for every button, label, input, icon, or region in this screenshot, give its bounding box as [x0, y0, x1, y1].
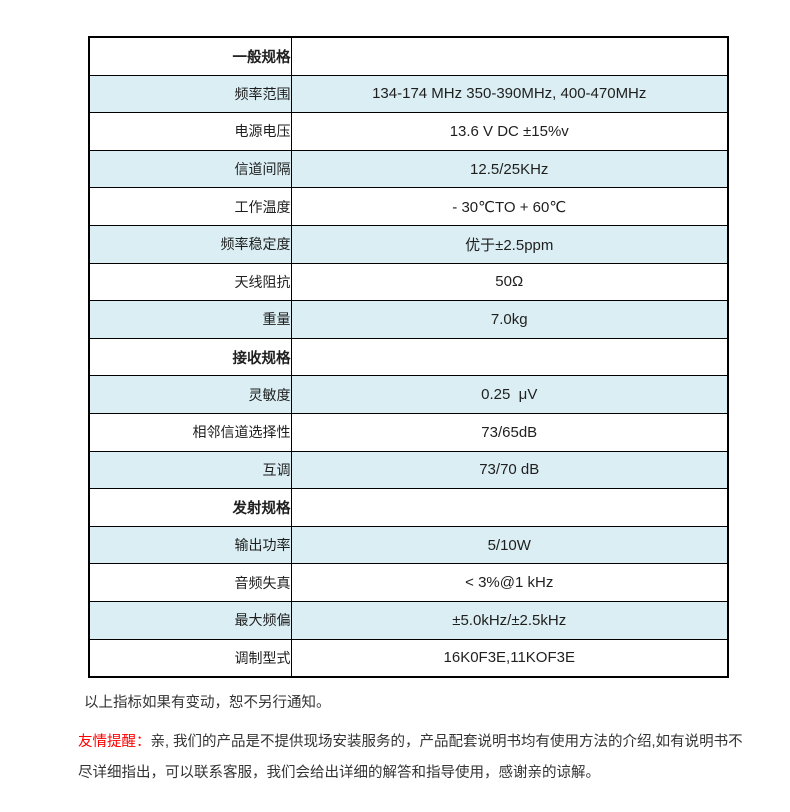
spec-table: 一般规格 频率范围 134-174 MHz 350-390MHz, 400-470M…	[88, 36, 729, 679]
reminder-line-2: 尽详细指出，可以联系客服，我们会给出详细的解答和指导使用，感谢亲的谅解。	[78, 765, 600, 781]
spec-value: < 3%@1 kHz	[290, 563, 729, 602]
spec-value: ±5.0kHz/±2.5kHz	[290, 600, 729, 640]
spec-label: 调制型式	[88, 638, 292, 678]
spec-row: 天线阻抗 50Ω	[88, 262, 729, 302]
spec-label: 频率范围	[88, 74, 292, 114]
spec-row: 输出功率 5/10W	[88, 525, 729, 565]
spec-value: 5/10W	[290, 525, 729, 565]
section-row: 一般规格	[88, 36, 729, 76]
spec-value: - 30℃TO + 60℃	[290, 187, 729, 226]
spec-row: 电源电压 13.6 V DC ±15%v	[88, 112, 729, 151]
spec-label: 互调	[88, 450, 292, 490]
spec-value: 13.6 V DC ±15%v	[290, 112, 729, 151]
change-notice-text: 以上指标如果有变动，恕不另行通知。	[84, 695, 331, 711]
spec-label: 电源电压	[88, 112, 292, 151]
spec-label: 最大频偏	[88, 600, 292, 640]
reminder-label: 友情提醒：	[78, 734, 151, 750]
spec-label: 相邻信道选择性	[88, 412, 292, 452]
spec-label: 信道间隔	[88, 149, 292, 189]
spec-value	[290, 36, 729, 76]
spec-row: 信道间隔 12.5/25KHz	[88, 149, 729, 189]
spec-row: 调制型式 16K0F3E,11KOF3E	[88, 638, 729, 678]
friendly-reminder: 友情提醒：亲, 我们的产品是不提供现场安装服务的，产品配套说明书均有使用方法的介…	[78, 727, 743, 789]
spec-value: 73/70 dB	[290, 450, 729, 490]
spec-value	[290, 337, 729, 377]
spec-row: 音频失真 < 3%@1 kHz	[88, 563, 729, 602]
spec-value: 0.25 μV	[290, 375, 729, 414]
section-title: 接收规格	[88, 337, 292, 377]
spec-value: 73/65dB	[290, 412, 729, 452]
spec-value: 134-174 MHz 350-390MHz, 400-470MHz	[290, 74, 729, 114]
section-title: 一般规格	[88, 36, 292, 76]
section-row: 发射规格	[88, 488, 729, 527]
section-title: 发射规格	[88, 488, 292, 527]
spec-row: 工作温度 - 30℃TO + 60℃	[88, 187, 729, 226]
spec-row: 频率稳定度 优于±2.5ppm	[88, 224, 729, 264]
spec-table-body: 一般规格 频率范围 134-174 MHz 350-390MHz, 400-470M…	[88, 36, 729, 678]
spec-value	[290, 488, 729, 527]
spec-label: 天线阻抗	[88, 262, 292, 302]
spec-row: 灵敏度 0.25 μV	[88, 375, 729, 414]
spec-value: 16K0F3E,11KOF3E	[290, 638, 729, 678]
spec-label: 输出功率	[88, 525, 292, 565]
spec-row: 重量 7.0kg	[88, 300, 729, 339]
spec-row: 最大频偏 ±5.0kHz/±2.5kHz	[88, 600, 729, 640]
spec-label: 工作温度	[88, 187, 292, 226]
spec-label: 灵敏度	[88, 375, 292, 414]
spec-row: 互调 73/70 dB	[88, 450, 729, 490]
spec-row: 频率范围 134-174 MHz 350-390MHz, 400-470MHz	[88, 74, 729, 114]
reminder-text-1: 亲, 我们的产品是不提供现场安装服务的，产品配套说明书均有使用方法的介绍,如有说…	[150, 734, 743, 750]
spec-value: 50Ω	[290, 262, 729, 302]
spec-value: 7.0kg	[290, 300, 729, 339]
section-row: 接收规格	[88, 337, 729, 377]
spec-value: 优于±2.5ppm	[290, 224, 729, 264]
spec-label: 重量	[88, 300, 292, 339]
spec-row: 相邻信道选择性 73/65dB	[88, 412, 729, 452]
spec-value: 12.5/25KHz	[290, 149, 729, 189]
reminder-line-1: 友情提醒：亲, 我们的产品是不提供现场安装服务的，产品配套说明书均有使用方法的介…	[78, 727, 743, 758]
spec-label: 音频失真	[88, 563, 292, 602]
spec-label: 频率稳定度	[88, 224, 292, 264]
